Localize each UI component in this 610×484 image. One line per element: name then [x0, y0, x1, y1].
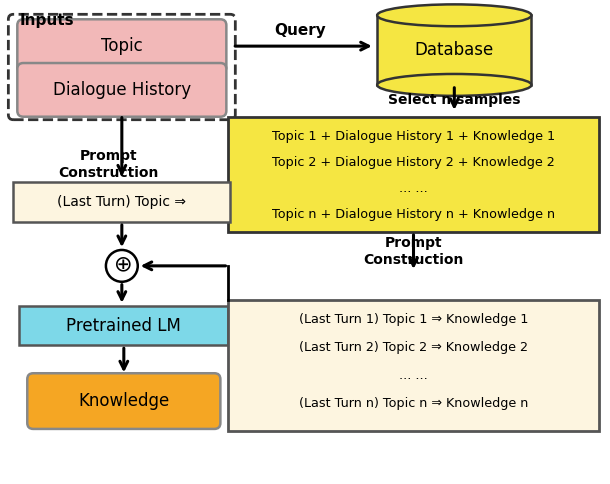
Text: (Last Turn 2) Topic 2 ⇒ Knowledge 2: (Last Turn 2) Topic 2 ⇒ Knowledge 2: [299, 341, 528, 354]
FancyBboxPatch shape: [17, 63, 226, 117]
Text: Prompt
Construction: Prompt Construction: [59, 149, 159, 180]
Text: Query: Query: [274, 23, 326, 38]
Text: ... ...: ... ...: [399, 182, 428, 195]
Text: Select n samples: Select n samples: [388, 93, 520, 107]
Text: (Last Turn n) Topic n ⇒ Knowledge n: (Last Turn n) Topic n ⇒ Knowledge n: [299, 396, 528, 409]
Text: Database: Database: [415, 41, 494, 59]
Bar: [377, 15, 531, 85]
Text: Topic: Topic: [101, 37, 143, 55]
FancyBboxPatch shape: [27, 373, 220, 429]
Text: $\oplus$: $\oplus$: [112, 256, 131, 276]
Bar: [20, 305, 228, 346]
Text: (Last Turn) Topic ⇒: (Last Turn) Topic ⇒: [57, 195, 186, 209]
Ellipse shape: [377, 74, 531, 96]
Text: Inputs: Inputs: [20, 14, 74, 29]
FancyBboxPatch shape: [17, 19, 226, 73]
Circle shape: [106, 250, 138, 282]
Bar: [13, 182, 231, 222]
Text: Topic 2 + Dialogue History 2 + Knowledge 2: Topic 2 + Dialogue History 2 + Knowledge…: [272, 156, 555, 169]
Bar: [228, 300, 598, 431]
Ellipse shape: [377, 4, 531, 26]
Text: (Last Turn 1) Topic 1 ⇒ Knowledge 1: (Last Turn 1) Topic 1 ⇒ Knowledge 1: [299, 313, 528, 326]
Text: ... ...: ... ...: [399, 369, 428, 382]
Bar: [228, 117, 598, 232]
Text: Knowledge: Knowledge: [78, 392, 170, 410]
Text: Dialogue History: Dialogue History: [53, 81, 191, 99]
Text: Pretrained LM: Pretrained LM: [66, 317, 181, 334]
Text: Prompt
Construction: Prompt Construction: [364, 236, 464, 267]
Text: Topic n + Dialogue History n + Knowledge n: Topic n + Dialogue History n + Knowledge…: [272, 208, 555, 221]
Text: Topic 1 + Dialogue History 1 + Knowledge 1: Topic 1 + Dialogue History 1 + Knowledge…: [272, 130, 555, 143]
